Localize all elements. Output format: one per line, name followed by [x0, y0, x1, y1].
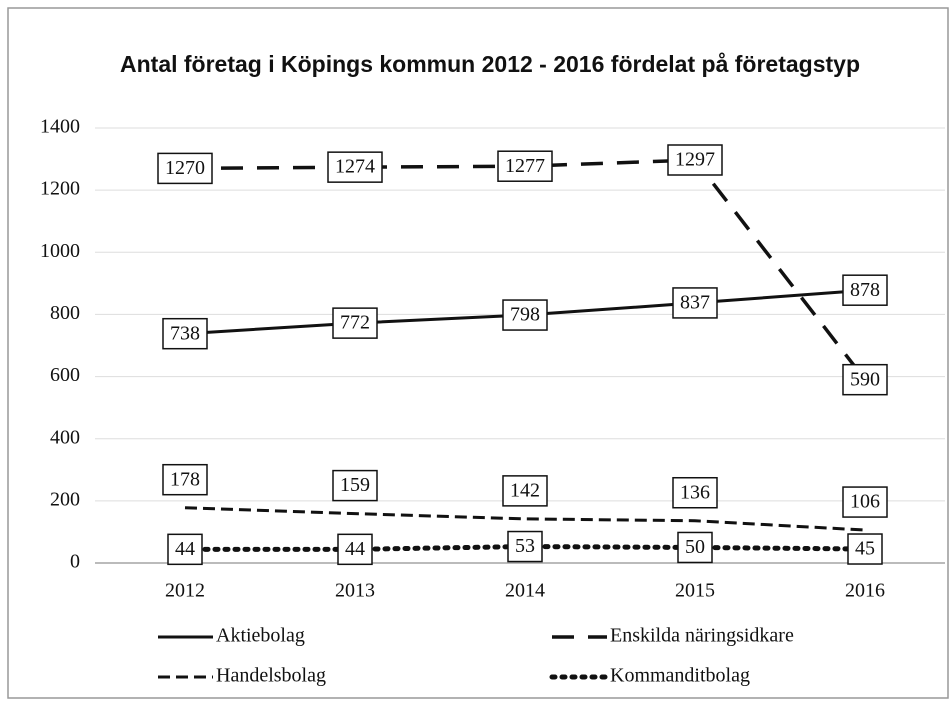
y-tick-label: 600 [50, 364, 80, 386]
data-label: 53 [515, 535, 535, 557]
data-label-box [502, 475, 548, 507]
data-label: 1297 [675, 149, 715, 171]
data-label: 44 [175, 538, 195, 560]
legend-label: Kommanditbolag [610, 665, 750, 687]
data-label-box [157, 152, 213, 185]
data-label-box [162, 463, 208, 496]
data-label-box [672, 476, 718, 509]
data-label-box [502, 299, 548, 331]
y-tick-label: 1400 [40, 116, 80, 138]
legend-label: Enskilda näringsidkare [610, 625, 794, 647]
data-label-box [167, 533, 203, 566]
data-label: 44 [345, 538, 365, 560]
data-label: 837 [680, 292, 710, 314]
data-label: 178 [170, 468, 200, 490]
x-tick-label: 2013 [335, 580, 375, 602]
data-label-box [497, 150, 553, 182]
data-label: 798 [510, 304, 540, 326]
data-label: 1277 [505, 155, 545, 177]
series-line [184, 158, 867, 381]
x-tick-label: 2016 [845, 580, 885, 602]
data-label-box [332, 469, 378, 502]
data-label-box [842, 486, 888, 518]
data-label: 1274 [335, 156, 375, 178]
y-tick-label: 800 [50, 302, 80, 324]
data-label: 159 [340, 474, 370, 496]
chart-title: Antal företag i Köpings kommun 2012 - 20… [120, 51, 860, 77]
data-label-box [507, 530, 543, 563]
data-label-box [332, 307, 378, 339]
data-label-box [847, 533, 883, 565]
series-line [184, 506, 866, 532]
legend-label: Handelsbolag [216, 665, 326, 687]
data-label-box [667, 144, 723, 176]
legend-label: Aktiebolag [216, 625, 305, 647]
x-tick-label: 2014 [505, 580, 545, 602]
y-tick-label: 200 [50, 488, 80, 510]
data-label: 590 [850, 368, 880, 390]
data-label-box [672, 287, 718, 319]
y-tick-label: 400 [50, 426, 80, 448]
data-label-box [337, 533, 373, 566]
data-label-box [327, 151, 383, 183]
data-label: 142 [510, 479, 540, 501]
data-label: 45 [855, 538, 875, 560]
data-label: 106 [850, 491, 880, 513]
x-tick-label: 2012 [165, 580, 205, 602]
data-label: 738 [170, 322, 200, 344]
data-label-box [842, 274, 888, 306]
y-tick-label: 1000 [40, 240, 80, 262]
frame [7, 7, 949, 699]
x-tick-label: 2015 [675, 580, 715, 602]
data-label-box [677, 531, 713, 564]
data-label: 50 [685, 536, 705, 558]
data-label: 136 [680, 481, 710, 503]
data-label-box [842, 363, 888, 396]
data-label: 878 [850, 279, 880, 301]
data-label: 772 [340, 312, 370, 334]
y-tick-label: 0 [70, 551, 80, 573]
data-label: 1270 [165, 157, 205, 179]
data-label-box [162, 317, 208, 350]
y-tick-label: 1200 [40, 178, 80, 200]
